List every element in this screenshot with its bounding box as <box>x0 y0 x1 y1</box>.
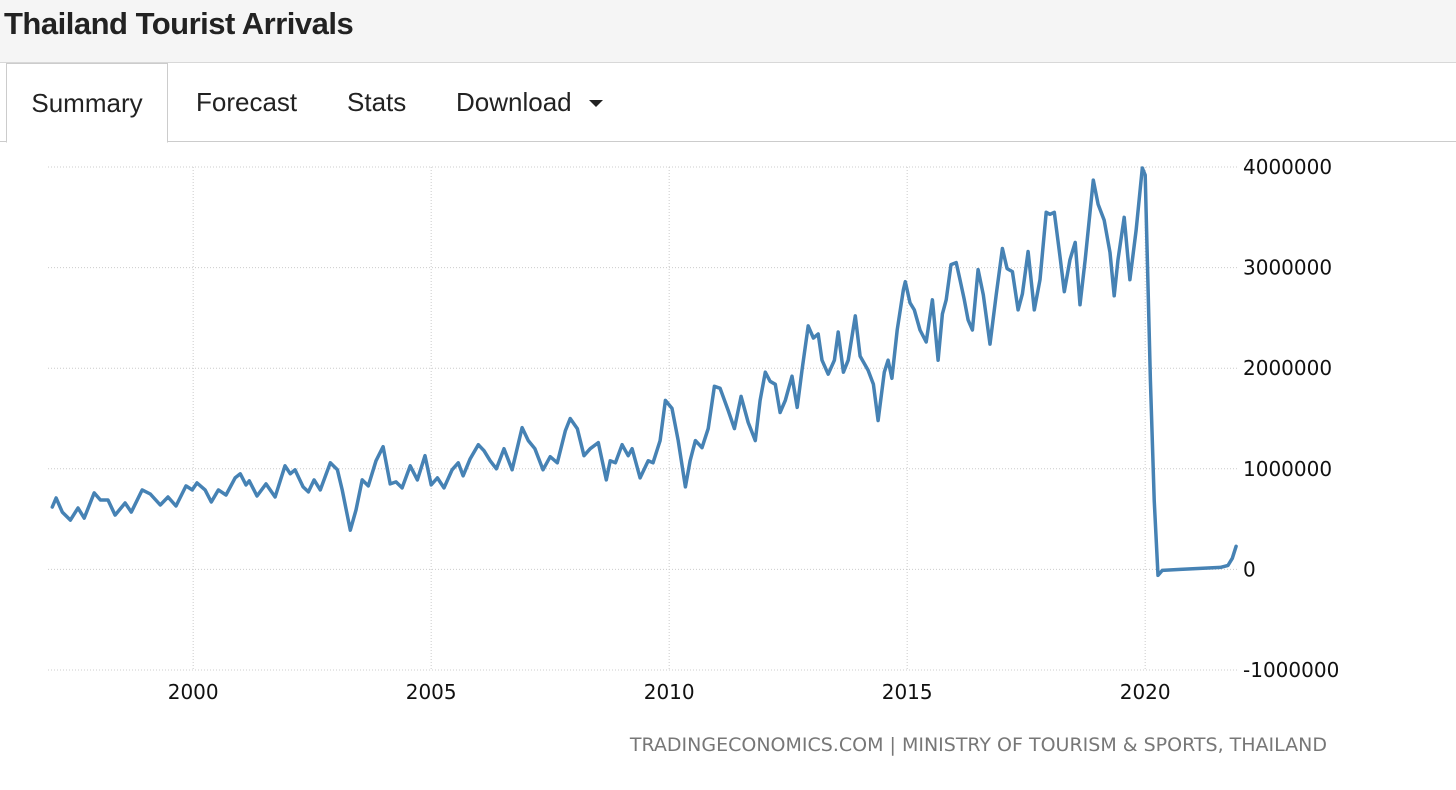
tab-summary[interactable]: Summary <box>6 63 168 143</box>
y-tick-label: 0 <box>1243 557 1256 581</box>
y-tick-label: 3000000 <box>1243 256 1332 280</box>
tab-bar: Summary Forecast Stats Download <box>0 63 1456 143</box>
data-line <box>50 166 1238 578</box>
x-tick-label: 2005 <box>406 680 457 704</box>
y-tick-label: 1000000 <box>1243 457 1332 481</box>
x-tick-label: 2000 <box>168 680 219 704</box>
y-tick-label: -1000000 <box>1243 658 1339 682</box>
chart: TRADINGECONOMICS.COM | MINISTRY OF TOURI… <box>48 155 1339 756</box>
title-bar: Thailand Tourist Arrivals <box>0 0 1456 63</box>
dropdown-caret <box>589 100 603 107</box>
source-note: TRADINGECONOMICS.COM | MINISTRY OF TOURI… <box>629 734 1327 756</box>
tab-stats[interactable]: Stats <box>347 87 407 117</box>
y-tick-label: 2000000 <box>1243 356 1332 380</box>
tab-download[interactable]: Download <box>456 87 572 117</box>
x-tick-label: 2015 <box>882 680 933 704</box>
tab-forecast[interactable]: Forecast <box>196 87 298 117</box>
x-tick-label: 2010 <box>644 680 695 704</box>
x-tick-label: 2020 <box>1120 680 1171 704</box>
y-tick-label: 4000000 <box>1243 155 1332 179</box>
page-title: Thailand Tourist Arrivals <box>4 6 354 41</box>
